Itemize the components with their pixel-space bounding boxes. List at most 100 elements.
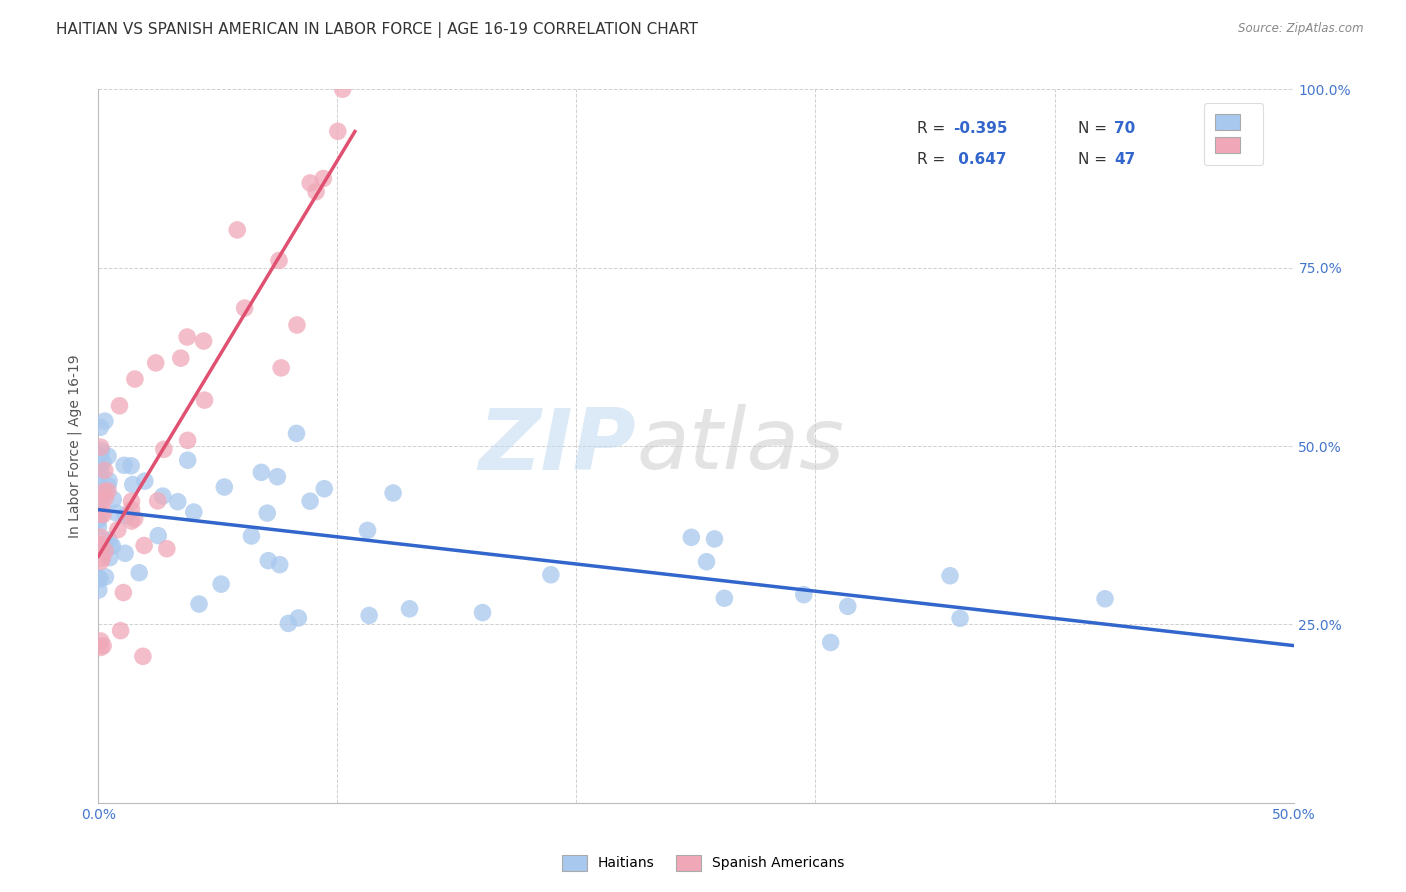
Point [87, 571, 110, 585]
Point [152, 489, 174, 503]
Point [256, 506, 278, 520]
Point [176, 453, 198, 467]
Point [97, 478, 120, 492]
Point [326, 124, 349, 138]
Point [949, 611, 972, 625]
Point [176, 434, 198, 448]
Point [124, 372, 146, 386]
Point [214, 480, 236, 494]
Point [176, 330, 198, 344]
Point [121, 494, 143, 508]
Point [89, 572, 111, 586]
Point [97, 449, 120, 463]
Point [471, 606, 494, 620]
Text: N =: N = [1078, 121, 1108, 136]
Point [299, 176, 322, 190]
Point [90, 530, 112, 544]
Point [90, 537, 112, 551]
Point [696, 555, 718, 569]
Point [112, 585, 135, 599]
Point [209, 577, 232, 591]
Point [188, 597, 211, 611]
Point [114, 508, 136, 523]
Text: Source: ZipAtlas.com: Source: ZipAtlas.com [1239, 22, 1364, 36]
Point [87, 519, 110, 533]
Point [148, 528, 170, 542]
Point [820, 635, 842, 649]
Text: R =: R = [917, 152, 945, 167]
Point [89, 508, 111, 523]
Point [89, 420, 111, 434]
Point [240, 529, 263, 543]
Point [233, 301, 256, 315]
Point [382, 486, 405, 500]
Point [257, 554, 280, 568]
Point [110, 624, 132, 638]
Text: 0.647: 0.647 [953, 152, 1007, 167]
Point [314, 482, 336, 496]
Point [332, 82, 354, 96]
Point [166, 494, 188, 508]
Point [250, 466, 273, 480]
Point [87, 513, 110, 527]
Point [89, 449, 111, 463]
Point [270, 360, 292, 375]
Point [91, 499, 114, 513]
Point [91, 551, 114, 566]
Point [703, 532, 725, 546]
Point [94, 491, 117, 505]
Text: 47: 47 [1114, 152, 1136, 167]
Point [285, 426, 308, 441]
Point [90, 508, 112, 522]
Text: atlas: atlas [637, 404, 844, 488]
Point [359, 608, 381, 623]
Point [90, 440, 112, 454]
Point [193, 393, 215, 408]
Point [793, 588, 815, 602]
Point [101, 539, 124, 553]
Point [90, 444, 112, 458]
Point [837, 599, 859, 614]
Point [193, 334, 215, 348]
Point [91, 639, 114, 653]
Point [124, 512, 146, 526]
Point [540, 567, 562, 582]
Point [121, 477, 143, 491]
Point [1094, 591, 1116, 606]
Legend: Haitians, Spanish Americans: Haitians, Spanish Americans [557, 849, 849, 876]
Point [91, 508, 114, 522]
Point [98, 474, 121, 488]
Point [94, 463, 117, 477]
Point [681, 530, 703, 544]
Point [146, 494, 169, 508]
Point [91, 543, 114, 558]
Point [97, 533, 120, 548]
Point [87, 538, 110, 552]
Point [90, 541, 112, 556]
Point [713, 591, 735, 606]
Point [90, 640, 112, 655]
Point [112, 458, 135, 473]
Point [105, 506, 128, 520]
Point [87, 582, 110, 597]
Point [285, 318, 308, 332]
Point [90, 634, 112, 648]
Point [939, 568, 962, 582]
Point [132, 649, 155, 664]
Point [398, 602, 420, 616]
Point [356, 524, 378, 538]
Point [114, 546, 136, 560]
Point [134, 474, 156, 488]
Point [90, 554, 112, 568]
Point [93, 481, 115, 495]
Text: ZIP: ZIP [478, 404, 637, 488]
Point [305, 185, 328, 199]
Point [145, 356, 167, 370]
Point [120, 458, 142, 473]
Point [299, 494, 322, 508]
Point [183, 505, 205, 519]
Text: HAITIAN VS SPANISH AMERICAN IN LABOR FORCE | AGE 16-19 CORRELATION CHART: HAITIAN VS SPANISH AMERICAN IN LABOR FOR… [56, 22, 699, 38]
Text: 70: 70 [1114, 121, 1136, 136]
Point [94, 414, 117, 428]
Point [267, 253, 290, 268]
